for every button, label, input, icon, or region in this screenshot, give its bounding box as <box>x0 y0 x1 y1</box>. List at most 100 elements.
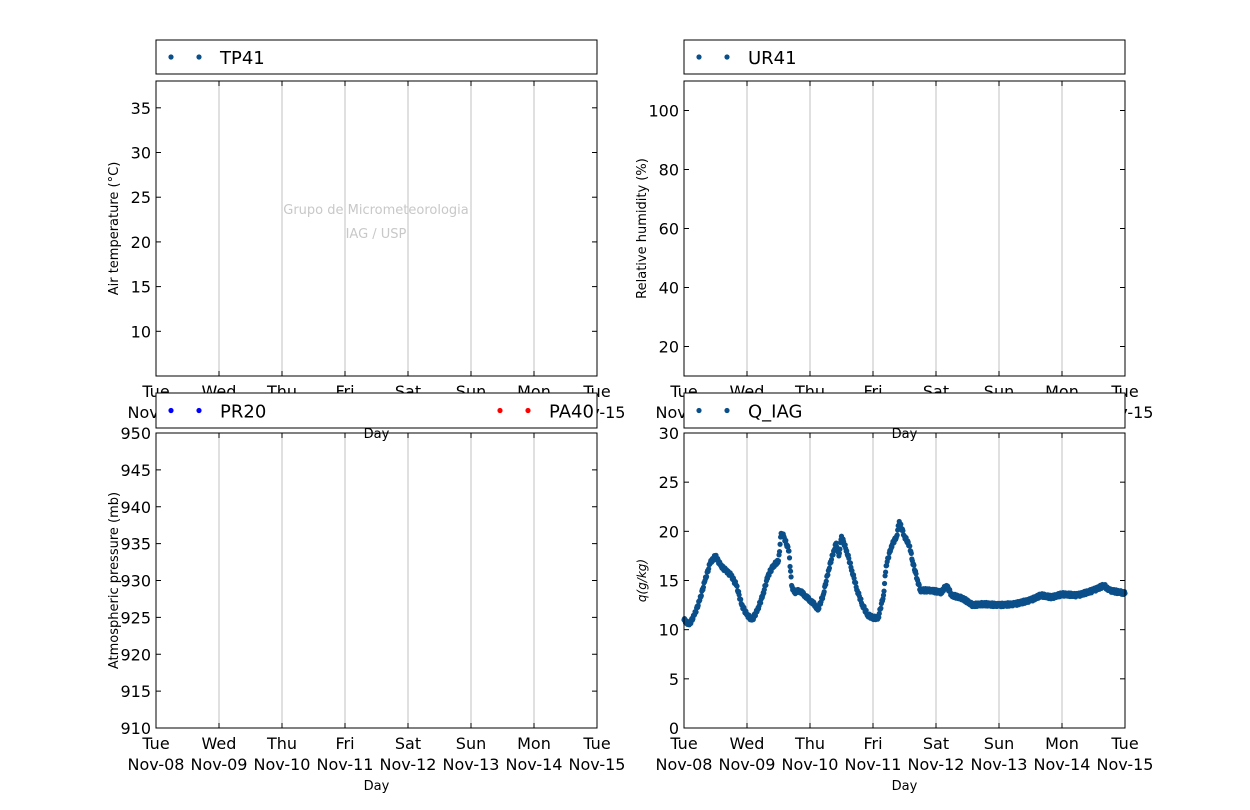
x-tick-day-label: Tue <box>669 734 697 753</box>
legend-box <box>155 39 598 75</box>
plot-frame <box>155 80 598 377</box>
chart-panel-1: 101520253035TueNov-08WedNov-09ThuNov-10F… <box>107 39 625 442</box>
x-tick-day-label: Sun <box>456 734 486 753</box>
y-tick-label: 35 <box>131 99 151 118</box>
x-tick-date-label: Nov-09 <box>191 755 248 774</box>
x-axis-label: Day <box>364 779 390 794</box>
y-tick-label: 20 <box>131 233 151 252</box>
data-point <box>880 592 887 598</box>
data-point <box>761 587 767 593</box>
x-axis-label: Day <box>892 427 918 442</box>
data-point <box>853 580 859 586</box>
x-tick-date-label: Nov-11 <box>845 755 902 774</box>
legend-marker <box>525 407 531 414</box>
data-point <box>894 532 900 538</box>
data-point <box>787 568 794 574</box>
data-point <box>916 582 922 588</box>
data-point <box>878 605 884 611</box>
chart-panel-2: 20406080100TueNov-08WedNov-09ThuNov-10Fr… <box>635 39 1153 442</box>
y-tick-label: 915 <box>120 682 151 701</box>
legend-box <box>683 392 1126 429</box>
data-point <box>776 548 783 555</box>
x-tick-date-label: Nov-14 <box>1034 755 1091 774</box>
data-point <box>825 572 831 578</box>
legend-marker <box>724 54 730 60</box>
watermark-line-2: IAG / USP <box>346 227 407 242</box>
data-point <box>846 555 852 562</box>
legend-label: PA40 <box>549 402 594 423</box>
x-tick-date-label: Nov-08 <box>128 755 185 774</box>
y-tick-label: 80 <box>659 161 679 180</box>
data-point <box>913 571 919 577</box>
data-point <box>884 562 890 569</box>
chart-panel-4: 0 5 10 15 20 25 30 Tue Nov-08 Wed Nov-09 Thu Nov-10 F… <box>635 392 1153 794</box>
data-point <box>826 565 833 571</box>
legend-label: UR41 <box>748 48 797 69</box>
data-point <box>763 582 769 588</box>
y-axis-label: Atmospheric pressure (mb) <box>107 492 122 669</box>
legend-label: TP41 <box>219 48 265 69</box>
data-point <box>907 543 913 549</box>
x-tick-date-label: Nov-13 <box>971 755 1028 774</box>
y-tick-label: 920 <box>120 645 151 664</box>
y-tick-label: 910 <box>120 719 151 738</box>
x-tick-day-label: Mon <box>1045 734 1079 753</box>
data-point <box>821 589 827 595</box>
data-point <box>881 580 888 587</box>
y-tick-label: 945 <box>120 461 151 480</box>
y-tick-label: 15 <box>131 278 151 297</box>
y-tick-label: 950 <box>120 424 151 443</box>
y-tick-label: 15 <box>659 572 679 591</box>
y-tick-label: 100 <box>648 102 679 121</box>
data-point <box>703 573 710 580</box>
data-point <box>775 558 782 564</box>
x-tick-day-label: Mon <box>517 734 551 753</box>
data-point <box>851 575 857 581</box>
y-tick-label: 30 <box>131 144 151 163</box>
legend-marker <box>724 407 730 414</box>
x-tick-day-label: Tue <box>582 734 610 753</box>
data-point <box>788 574 794 580</box>
y-tick-label: 940 <box>120 498 151 517</box>
legend-marker <box>696 407 702 414</box>
legend-marker <box>696 54 702 60</box>
x-tick-day-label: Fri <box>335 734 354 753</box>
data-point <box>858 596 864 602</box>
y-tick-label: 25 <box>659 473 679 492</box>
data-point <box>898 521 904 527</box>
y-tick-label: 25 <box>131 188 151 207</box>
data-point <box>695 602 701 609</box>
data-point <box>736 592 742 598</box>
x-tick-day-label: Tue <box>1110 734 1138 753</box>
x-tick-day-label: Sat <box>923 734 949 753</box>
x-tick-date-label: Nov-14 <box>506 755 563 774</box>
legend-marker <box>196 407 202 414</box>
legend: PR20 PA40 <box>155 392 598 429</box>
legend-label: PR20 <box>220 402 266 423</box>
x-tick-date-label: Nov-09 <box>719 755 776 774</box>
x-tick-day-label: Sun <box>984 734 1014 753</box>
x-axis-label: Day <box>364 427 390 442</box>
data-point <box>911 562 917 568</box>
x-tick-date-label: Nov-10 <box>254 755 311 774</box>
legend-box <box>683 39 1126 75</box>
legend-marker <box>497 407 503 414</box>
data-point <box>700 584 707 590</box>
legend-marker <box>168 407 174 414</box>
data-point <box>837 546 843 552</box>
data-point <box>836 550 843 556</box>
y-tick-label: 0 <box>669 719 679 738</box>
data-point <box>698 593 704 599</box>
data-point <box>876 614 882 620</box>
plot-frame <box>155 432 598 729</box>
data-point <box>828 556 835 563</box>
x-tick-day-label: Sat <box>395 734 421 753</box>
data-point <box>786 548 792 554</box>
plot-frame <box>683 432 1126 729</box>
data-point <box>883 569 889 575</box>
x-tick-day-label: Thu <box>266 734 297 753</box>
data-point <box>876 610 882 617</box>
y-tick-label: 5 <box>669 670 679 689</box>
data-point <box>693 609 699 615</box>
